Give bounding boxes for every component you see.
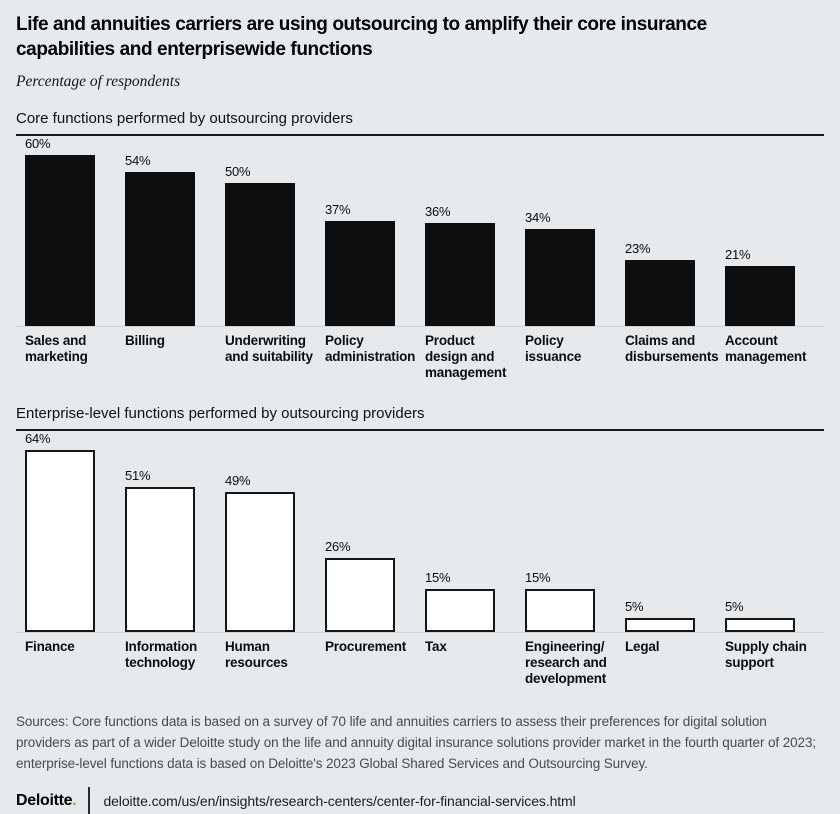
category-label: Product design and management [425, 333, 507, 380]
bar-value-label: 5% [725, 599, 744, 615]
bar-value-label: 50% [225, 164, 251, 180]
bar-value-label: 34% [525, 210, 551, 226]
bar-value-label: 49% [225, 473, 251, 489]
bar [225, 492, 295, 633]
bar-cell: 51% [125, 468, 225, 633]
core-chart-bar-area: 60% 54% 50% 37% 36% 34% 23% 21% [25, 136, 825, 327]
bar-cell: 50% [225, 164, 325, 327]
bar-cell: 15% [525, 570, 625, 633]
category-label: Claims and disbursements [625, 333, 719, 364]
bar [625, 618, 695, 633]
category-label: Human resources [225, 639, 288, 670]
category-label: Procurement [325, 639, 407, 655]
bar [425, 589, 495, 633]
enterprise-chart-plot: 64% 51% 49% 26% 15% 15% 5% 5% [16, 431, 825, 634]
bar [525, 229, 595, 327]
bar-value-label: 5% [625, 599, 644, 615]
category-label: Legal [625, 639, 660, 655]
bar [425, 223, 495, 327]
bar-value-label: 37% [325, 202, 351, 218]
bar-value-label: 15% [425, 570, 451, 586]
category-label: Billing [125, 333, 165, 349]
subtitle: Percentage of respondents [16, 73, 181, 91]
enterprise-chart-title: Enterprise-level functions performed by … [16, 405, 824, 432]
bar [125, 172, 195, 327]
footer-divider [88, 787, 91, 814]
bar-cell: 49% [225, 473, 325, 633]
bar-value-label: 23% [625, 241, 651, 257]
bar [525, 589, 595, 633]
bar [225, 183, 295, 327]
category-label: Engineering/ research and development [525, 639, 607, 686]
category-label: Information technology [125, 639, 198, 670]
core-chart-category-labels: Sales and marketing Billing Underwriting a… [25, 333, 825, 381]
bar [125, 487, 195, 633]
bar-cell: 34% [525, 210, 625, 327]
bar [625, 260, 695, 327]
enterprise-chart-bar-area: 64% 51% 49% 26% 15% 15% 5% 5% [25, 431, 825, 633]
bar-value-label: 51% [125, 468, 151, 484]
bar [725, 618, 795, 633]
bar-cell: 60% [25, 136, 125, 327]
core-chart-plot: 60% 54% 50% 37% 36% 34% 23% 21% [16, 136, 825, 328]
core-functions-chart: Core functions performed by outsourcing … [16, 110, 824, 381]
enterprise-chart-category-labels: Finance Information technology Human resou… [25, 639, 825, 689]
bar [325, 221, 395, 327]
bar [725, 266, 795, 327]
bar-value-label: 26% [325, 539, 351, 555]
bar-cell: 5% [725, 599, 825, 633]
category-label: Sales and marketing [25, 333, 88, 364]
enterprise-functions-chart: Enterprise-level functions performed by … [16, 405, 824, 689]
bar-value-label: 21% [725, 247, 751, 263]
bar-cell: 26% [325, 539, 425, 633]
category-label: Tax [425, 639, 447, 655]
bar [25, 450, 95, 633]
category-label: Policy issuance [525, 333, 582, 364]
category-label: Underwriting and suitability [225, 333, 313, 364]
category-label: Account management [725, 333, 807, 364]
bar-cell: 64% [25, 431, 125, 633]
bar-cell: 15% [425, 570, 525, 633]
bar-cell: 21% [725, 247, 825, 327]
sources-note: Sources: Core functions data is based on… [16, 714, 817, 772]
deloitte-logo: Deloitte. [16, 791, 77, 810]
category-label: Finance [25, 639, 75, 655]
bar-value-label: 15% [525, 570, 551, 586]
bar-value-label: 54% [125, 153, 151, 169]
bar-cell: 37% [325, 202, 425, 327]
bar [25, 155, 95, 327]
core-chart-title: Core functions performed by outsourcing … [16, 110, 824, 137]
bar-value-label: 60% [25, 136, 51, 152]
category-label: Policy administration [325, 333, 416, 364]
bar-cell: 23% [625, 241, 725, 327]
bar-value-label: 64% [25, 431, 51, 447]
bar-value-label: 36% [425, 204, 451, 220]
footer-url: deloitte.com/us/en/insights/research-cen… [103, 792, 576, 809]
bar-cell: 5% [625, 599, 725, 633]
deloitte-logo-green-dot: . [72, 791, 77, 809]
page-title: Life and annuities carriers are using ou… [16, 14, 707, 61]
deloitte-logo-text: Deloitte [16, 791, 73, 809]
bar [325, 558, 395, 633]
bar-cell: 54% [125, 153, 225, 327]
footer-brand-row: Deloitte. deloitte.com/us/en/insights/re… [16, 787, 824, 814]
bar-cell: 36% [425, 204, 525, 327]
category-label: Supply chain support [725, 639, 807, 670]
